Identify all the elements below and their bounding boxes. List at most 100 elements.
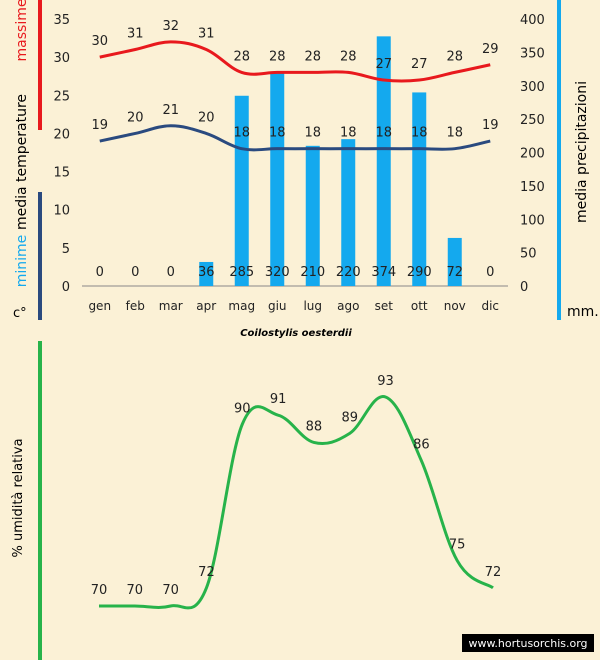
month-label: dic (481, 299, 499, 313)
max-temp-label: 32 (162, 19, 179, 34)
month-label: feb (126, 299, 145, 313)
max-temp-label: 28 (269, 49, 286, 64)
month-label: giu (268, 299, 287, 313)
month-label: mar (159, 299, 183, 313)
min-temp-label: 18 (304, 126, 321, 141)
precip-bar (447, 237, 462, 286)
humidity-label: 72 (485, 565, 502, 580)
precipitation-bars (199, 36, 462, 287)
humidity-label: 70 (127, 583, 144, 598)
humidity-line (99, 395, 494, 610)
precip-label: 0 (96, 265, 104, 280)
left-tick-label: 15 (53, 166, 70, 181)
precip-label: 210 (300, 265, 325, 280)
month-label: nov (444, 299, 466, 313)
left-tick-label: 35 (53, 13, 70, 28)
month-label: lug (303, 299, 322, 313)
humidity-label: 89 (341, 410, 358, 425)
month-label: mag (228, 299, 255, 313)
max-temp-label: 27 (411, 57, 428, 72)
precip-bar (341, 139, 356, 286)
left-tick-label: 25 (53, 89, 70, 104)
max-temp-label: 28 (340, 49, 357, 64)
max-temp-label: 31 (127, 27, 144, 42)
humidity-label: 70 (162, 583, 179, 598)
min-temp-label: 18 (233, 126, 250, 141)
temperature-lines (99, 40, 491, 152)
min-temp-label: 18 (375, 126, 392, 141)
max-temp-label: 30 (91, 34, 108, 49)
humidity-label: 72 (198, 565, 215, 580)
label-precipitazioni: media precipitazioni (574, 81, 590, 223)
month-label: ott (411, 299, 428, 313)
label-umidita: % umidità relativa (11, 438, 26, 557)
right-tick-label: 0 (520, 280, 528, 295)
precip-bar (412, 92, 427, 286)
precip-bar (234, 95, 249, 286)
precip-label: 374 (371, 265, 396, 280)
left-tick-label: 0 (62, 280, 70, 295)
humidity-label: 93 (377, 374, 394, 389)
precip-bar (305, 145, 320, 286)
min-temp-label: 18 (340, 126, 357, 141)
precip-bar (376, 36, 391, 287)
watermark-bg (462, 634, 594, 652)
precip-label: 0 (486, 265, 494, 280)
min-temp-label: 18 (446, 126, 463, 141)
precip-label: 290 (407, 265, 432, 280)
left-tick-label: 10 (53, 204, 70, 219)
precip-label: 285 (229, 265, 254, 280)
humidity-label: 88 (306, 419, 323, 434)
left-tick-label: 20 (53, 127, 70, 142)
label-massime: massime (14, 0, 30, 61)
min-temp-label: 21 (162, 103, 179, 118)
precip-bar (270, 72, 285, 287)
label-media-temperature: media temperature (14, 94, 30, 230)
month-label: gen (88, 299, 111, 313)
min-temp-line (99, 124, 491, 152)
month-label: apr (196, 299, 216, 313)
precip-label: 220 (336, 265, 361, 280)
precip-label: 36 (198, 265, 215, 280)
right-tick-label: 50 (520, 247, 537, 262)
min-temp-label: 20 (198, 110, 215, 125)
min-temp-label: 19 (482, 118, 499, 133)
min-temp-label: 18 (411, 126, 428, 141)
humidity-label: 90 (234, 401, 251, 416)
max-temp-label: 28 (446, 49, 463, 64)
max-temp-label: 27 (375, 57, 392, 72)
right-tick-label: 150 (520, 180, 545, 195)
label-minime: minime (14, 235, 30, 288)
max-temp-label: 31 (198, 27, 215, 42)
humidity-chart: 70 70 70 72 90 91 88 89 93 86 75 72 (91, 374, 502, 610)
right-tick-label: 350 (520, 46, 545, 61)
right-tick-label: 200 (520, 147, 545, 162)
species-caption: Coilostylis oesterdii (240, 328, 352, 339)
precip-label: 320 (265, 265, 290, 280)
max-temp-line (99, 40, 491, 83)
temperature-axes: 05101520253035050100150200250300350400ge… (53, 13, 544, 313)
max-temp-label: 28 (233, 49, 250, 64)
min-temp-label: 20 (127, 110, 144, 125)
right-tick-label: 400 (520, 13, 545, 28)
humidity-label: 91 (270, 392, 287, 407)
chart-data-labels: 30 31 32 31 28 28 28 28 27 27 28 29 19 20 21 20 18 18 18 18… (91, 19, 498, 280)
month-label: set (375, 299, 394, 313)
left-tick-label: 30 (53, 51, 70, 66)
humidity-label: 70 (91, 583, 108, 598)
label-unit-mm: mm. (567, 304, 599, 320)
humidity-label: 75 (449, 538, 466, 553)
label-unit-celsius: c° (13, 306, 27, 321)
min-temp-label: 18 (269, 126, 286, 141)
max-temp-label: 28 (304, 49, 321, 64)
precip-bar (199, 261, 214, 286)
right-tick-label: 100 (520, 213, 545, 228)
right-tick-label: 300 (520, 80, 545, 95)
right-tick-label: 250 (520, 113, 545, 128)
precip-label: 0 (167, 265, 175, 280)
humidity-label: 86 (413, 438, 430, 453)
month-label: ago (337, 299, 359, 313)
watermark-text: www.hortusorchis.org (468, 637, 587, 650)
precip-label: 0 (131, 265, 139, 280)
min-temp-label: 19 (91, 118, 108, 133)
